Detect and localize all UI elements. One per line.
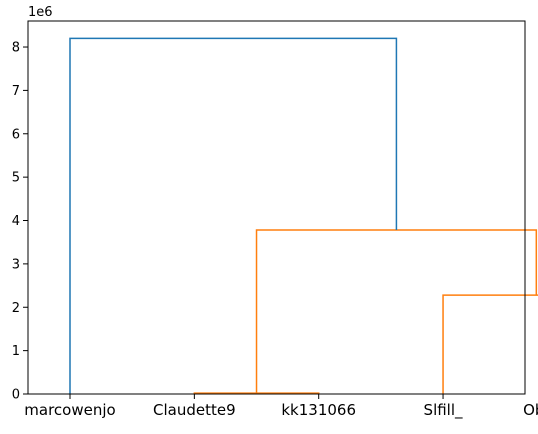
y-tick-label: 1 [12, 344, 20, 359]
x-axis: marcowenjo Claudette9 kk131066 Slfill_ Obses… [24, 394, 538, 420]
links-layer [69, 37, 538, 394]
y-tick-label: 4 [12, 214, 20, 229]
y-tick-label: 2 [12, 301, 20, 316]
leaf-label: marcowenjo [24, 401, 115, 419]
y-axis: 0 1 2 3 4 5 6 7 8 [12, 41, 28, 403]
leaf-label: Claudette9 [153, 401, 236, 419]
dendrogram-link-4 [255, 229, 538, 394]
y-tick-label: 0 [12, 388, 20, 403]
y-tick-label: 6 [12, 127, 20, 142]
plot-frame [27, 20, 526, 395]
y-offset-text: 1e6 [28, 5, 53, 20]
y-tick-label: 7 [12, 84, 20, 99]
leaf-label: kk131066 [281, 401, 356, 419]
y-tick-label: 3 [12, 257, 20, 272]
dendrogram-link-3 [442, 294, 538, 394]
y-tick-label: 8 [12, 41, 20, 56]
leaf-label: ObsessedTe [523, 401, 538, 419]
dendrogram-link-5 [69, 37, 398, 394]
leaf-label: Slfill_ [424, 401, 463, 420]
y-tick-label: 5 [12, 171, 20, 186]
